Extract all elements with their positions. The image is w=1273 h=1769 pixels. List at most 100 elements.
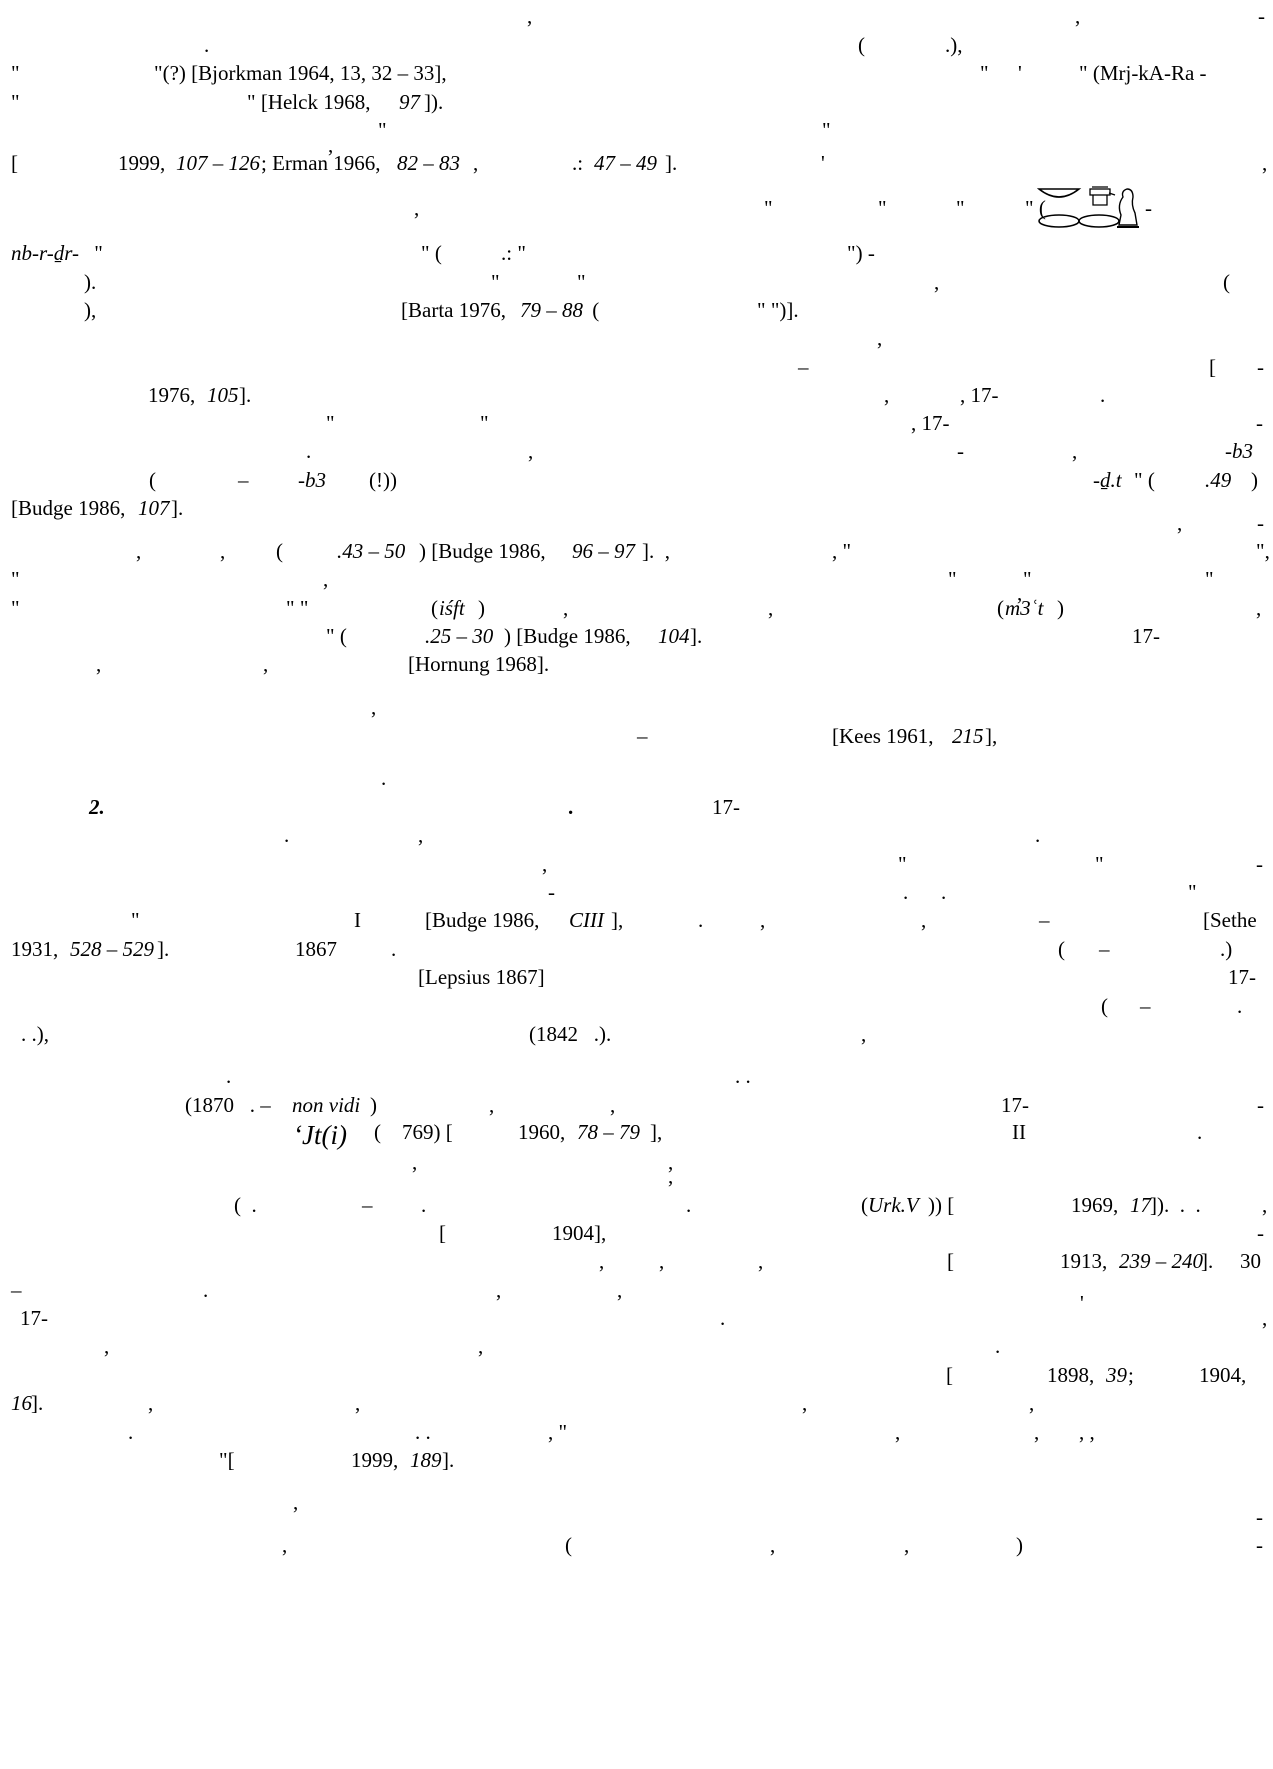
text-fragment: ]. <box>157 937 170 961</box>
text-fragment: 107 <box>138 496 170 520</box>
text-fragment: . <box>1100 383 1106 407</box>
text-fragment: , <box>895 1420 901 1444</box>
text-fragment: , <box>323 567 329 591</box>
text-fragment: " " <box>286 596 309 620</box>
text-fragment: ]. <box>442 1448 455 1472</box>
text-fragment: ) [Budge 1986, <box>504 624 636 648</box>
text-fragment: " <box>1023 567 1032 591</box>
text-fragment: CIII <box>569 908 604 932</box>
text-fragment: - <box>1145 196 1152 220</box>
text-fragment: - <box>1256 1505 1263 1529</box>
text-fragment: 105 <box>207 383 239 407</box>
hieroglyph-icon <box>1037 186 1139 228</box>
text-fragment: -b3 <box>1225 439 1253 463</box>
text-fragment: ), <box>84 298 97 322</box>
text-fragment: 215 <box>952 724 984 748</box>
text-fragment: , <box>478 1334 484 1358</box>
text-fragment: 17- <box>20 1306 48 1330</box>
text-fragment: 1976, <box>148 383 201 407</box>
text-fragment: 16 <box>11 1391 32 1415</box>
text-fragment: , <box>563 596 569 620</box>
text-fragment: , <box>496 1278 502 1302</box>
text-fragment: , <box>617 1278 623 1302</box>
text-fragment: . <box>421 1193 427 1217</box>
text-fragment: . <box>686 1193 692 1217</box>
text-fragment: " <box>131 908 140 932</box>
text-fragment: ). <box>84 270 97 294</box>
text-fragment: – <box>238 468 249 492</box>
text-fragment: 30 <box>1240 1249 1261 1273</box>
text-fragment: - <box>548 880 555 904</box>
text-fragment: 17- <box>712 795 740 819</box>
text-fragment: ( <box>1223 270 1230 294</box>
text-fragment: [Budge 1986, <box>11 496 131 520</box>
text-fragment: [Budge 1986, <box>425 908 545 932</box>
text-fragment: 39 <box>1106 1363 1127 1387</box>
text-fragment: ‘Jt(i) <box>293 1120 347 1150</box>
text-fragment: (1842 .). <box>529 1022 612 1046</box>
text-fragment: .: <box>572 151 589 175</box>
text-fragment: 1904, <box>1199 1363 1247 1387</box>
text-fragment: 47 – 49 <box>594 151 657 175</box>
text-fragment: . <box>720 1306 726 1330</box>
text-fragment: , <box>355 1391 361 1415</box>
text-fragment: 17- <box>1001 1093 1029 1117</box>
text-fragment: , <box>1075 4 1081 28</box>
text-fragment: , <box>802 1391 808 1415</box>
text-fragment: . <box>128 1420 134 1444</box>
text-fragment: - <box>1257 1093 1264 1117</box>
text-fragment: , <box>1177 511 1183 535</box>
text-fragment: – <box>1140 994 1151 1018</box>
text-fragment: " <box>11 567 20 591</box>
text-fragment: " ( <box>1134 468 1155 492</box>
text-fragment: , <box>768 596 774 620</box>
text-fragment: 82 – 83 <box>397 151 460 175</box>
text-fragment: , <box>473 151 479 175</box>
text-fragment: - <box>1257 1221 1264 1245</box>
text-fragment: , <box>668 1150 674 1174</box>
text-fragment: , , <box>1079 1420 1095 1444</box>
text-fragment: . <box>284 823 290 847</box>
text-fragment: ( <box>858 33 865 57</box>
text-fragment: " <box>577 270 586 294</box>
text-fragment: 17 <box>1130 1193 1151 1217</box>
text-fragment: , <box>489 1093 495 1117</box>
text-fragment: , <box>1017 581 1023 605</box>
text-fragment: " <box>89 241 103 265</box>
text-fragment: , <box>136 539 142 563</box>
text-fragment: .49 <box>1205 468 1232 492</box>
text-fragment: ' <box>1080 1291 1084 1315</box>
text-fragment: " [Helck 1968, <box>247 90 376 114</box>
text-fragment: ( <box>1101 994 1108 1018</box>
text-fragment: ) <box>1057 596 1064 620</box>
text-fragment: " <box>480 411 489 435</box>
text-fragment: 107 – 126 <box>176 151 260 175</box>
text-fragment: " <box>1205 567 1214 591</box>
text-fragment: - <box>1256 411 1263 435</box>
text-fragment: . <box>903 880 909 904</box>
text-fragment: - <box>1258 4 1265 28</box>
text-fragment: , <box>293 1490 299 1514</box>
text-fragment: ( . <box>234 1193 257 1217</box>
text-fragment: . <box>203 1278 209 1302</box>
text-fragment: 96 – 97 <box>572 539 635 563</box>
text-fragment: 189 <box>410 1448 442 1472</box>
text-fragment: , <box>659 1249 665 1273</box>
text-fragment: . . <box>415 1420 431 1444</box>
text-fragment: "(?) [Bjorkman 1964, 13, 32 – 33], <box>154 61 447 85</box>
text-fragment: -ḏ.t <box>1093 468 1122 492</box>
text-fragment: " ( <box>326 624 347 648</box>
text-fragment: " <box>1095 852 1104 876</box>
text-fragment: -b3 <box>298 468 326 492</box>
text-fragment: " (Mrj-kA-Ra - <box>1079 61 1207 85</box>
text-fragment: , <box>877 326 883 350</box>
text-fragment: - <box>1256 1533 1263 1557</box>
text-fragment: 1913, <box>1060 1249 1113 1273</box>
text-fragment: ]. <box>239 383 252 407</box>
text-fragment: , <box>1029 1391 1035 1415</box>
text-fragment: ; Erman 1966, <box>261 151 386 175</box>
text-fragment: "[ <box>219 1448 235 1472</box>
text-fragment: ( <box>276 539 283 563</box>
text-fragment: " <box>1188 880 1197 904</box>
text-fragment: 78 – 79 <box>577 1120 640 1144</box>
